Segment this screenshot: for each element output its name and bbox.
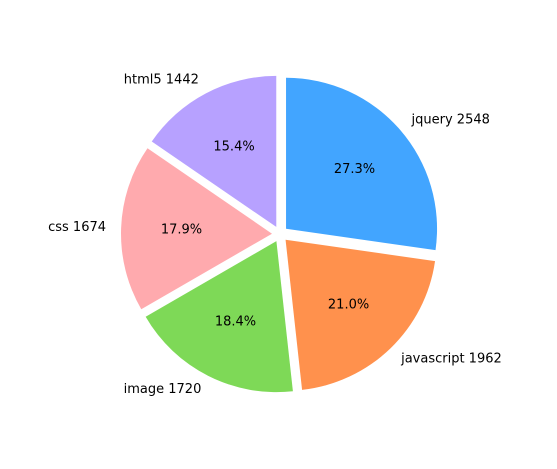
slice-label-image: image 1720	[124, 382, 202, 397]
slice-pct-css: 17.9%	[161, 223, 202, 238]
slice-pct-image: 18.4%	[215, 314, 256, 329]
pie-slice-javascript	[286, 240, 435, 390]
slice-pct-html5: 15.4%	[213, 139, 254, 154]
slice-pct-javascript: 21.0%	[328, 297, 369, 312]
slice-label-javascript: javascript 1962	[400, 352, 502, 367]
slice-pct-jquery: 27.3%	[334, 162, 375, 177]
slice-label-jquery: jquery 2548	[411, 112, 490, 127]
slice-label-html5: html5 1442	[124, 72, 199, 87]
slice-label-css: css 1674	[48, 220, 106, 235]
